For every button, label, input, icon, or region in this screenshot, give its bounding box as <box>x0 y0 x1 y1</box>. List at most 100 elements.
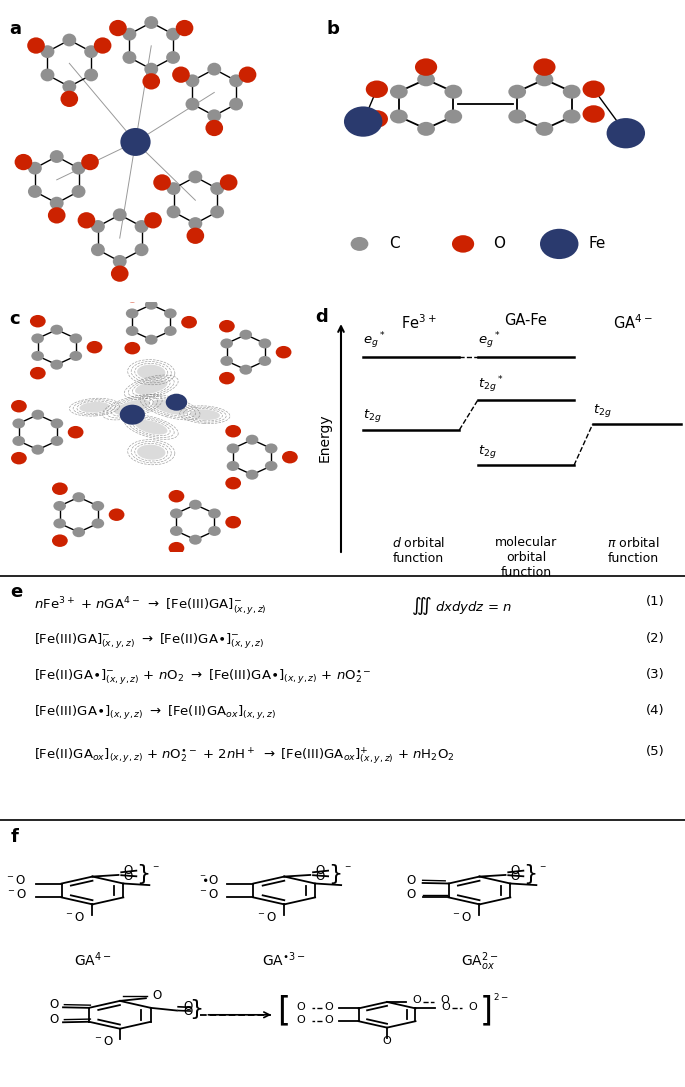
Circle shape <box>92 501 104 511</box>
Text: $^-$O: $^-$O <box>256 911 277 924</box>
Circle shape <box>113 209 127 221</box>
Circle shape <box>170 509 183 518</box>
Circle shape <box>344 107 382 137</box>
Circle shape <box>73 492 85 502</box>
Circle shape <box>188 171 202 184</box>
Text: e: e <box>10 584 23 601</box>
Circle shape <box>72 185 86 198</box>
Text: O: O <box>510 870 520 883</box>
Circle shape <box>62 34 76 47</box>
Text: GA$^{4-}$: GA$^{4-}$ <box>614 313 653 332</box>
Text: $^{2-}$: $^{2-}$ <box>493 994 509 1007</box>
Circle shape <box>169 490 184 502</box>
Circle shape <box>258 338 271 349</box>
Circle shape <box>28 162 42 175</box>
Text: $t_{2g}$$^*$: $t_{2g}$$^*$ <box>478 374 503 395</box>
Circle shape <box>27 37 45 53</box>
Text: [Fe(III)GA]$_{(x,y,z)}^{-}$ $\rightarrow$ [Fe(II)GA$\bullet$]$_{(x,y,z)}^{-}$: [Fe(III)GA]$_{(x,y,z)}^{-}$ $\rightarrow… <box>34 632 264 651</box>
Circle shape <box>11 400 27 412</box>
Text: $e_g$$^*$: $e_g$$^*$ <box>478 330 501 351</box>
Text: f: f <box>10 827 18 846</box>
Circle shape <box>227 461 239 471</box>
Circle shape <box>94 37 112 53</box>
Text: (1): (1) <box>646 596 664 609</box>
Circle shape <box>69 334 82 343</box>
Circle shape <box>275 346 292 359</box>
Circle shape <box>52 535 68 547</box>
Ellipse shape <box>135 379 167 395</box>
Circle shape <box>390 110 408 124</box>
Text: a: a <box>10 20 21 38</box>
Text: C: C <box>389 237 400 251</box>
Text: $^-$O: $^-$O <box>198 888 219 901</box>
Circle shape <box>73 527 85 537</box>
Circle shape <box>145 335 158 345</box>
Circle shape <box>188 217 202 230</box>
Circle shape <box>189 500 201 510</box>
Circle shape <box>417 122 435 136</box>
Circle shape <box>120 404 145 425</box>
Circle shape <box>508 85 526 99</box>
Text: [: [ <box>277 995 290 1027</box>
Circle shape <box>265 443 277 453</box>
Text: O: O <box>440 996 449 1005</box>
Circle shape <box>109 509 125 521</box>
Circle shape <box>77 212 95 228</box>
Text: $^-$O: $^-$O <box>64 911 86 924</box>
Circle shape <box>186 74 199 87</box>
Circle shape <box>62 80 76 93</box>
Circle shape <box>32 334 44 343</box>
Text: $\iiint$ $dxdydz$ = $n$: $\iiint$ $dxdydz$ = $n$ <box>411 596 512 617</box>
Circle shape <box>69 351 82 361</box>
Text: }: } <box>136 863 150 884</box>
Text: ]: ] <box>479 995 493 1027</box>
Circle shape <box>12 436 25 446</box>
Circle shape <box>123 28 136 40</box>
Circle shape <box>172 66 190 83</box>
Circle shape <box>135 243 149 257</box>
Circle shape <box>91 220 105 233</box>
Circle shape <box>166 183 180 195</box>
Text: molecular
orbital
function: molecular orbital function <box>495 536 557 579</box>
Circle shape <box>52 483 68 495</box>
Circle shape <box>164 326 177 336</box>
Circle shape <box>208 526 221 536</box>
Circle shape <box>125 342 140 354</box>
Ellipse shape <box>137 364 165 379</box>
Text: $^-$: $^-$ <box>342 864 352 875</box>
Text: $t_{2g}$: $t_{2g}$ <box>593 402 611 420</box>
Circle shape <box>166 51 180 64</box>
Circle shape <box>206 120 223 136</box>
Circle shape <box>121 128 151 155</box>
Ellipse shape <box>114 400 150 415</box>
Text: O: O <box>324 1014 333 1025</box>
Text: $t_{2g}$: $t_{2g}$ <box>363 408 382 425</box>
Text: (2): (2) <box>646 632 664 645</box>
Text: O: O <box>184 1000 193 1013</box>
Text: O: O <box>324 1002 333 1012</box>
Circle shape <box>445 85 462 99</box>
Text: }: } <box>328 863 342 884</box>
Text: O: O <box>383 1036 391 1046</box>
Circle shape <box>186 98 199 111</box>
Circle shape <box>210 205 224 218</box>
Circle shape <box>30 367 46 379</box>
Text: $^-$O: $^-$O <box>451 911 473 924</box>
Circle shape <box>351 237 369 251</box>
Circle shape <box>32 410 44 420</box>
Circle shape <box>536 73 553 86</box>
Circle shape <box>40 46 54 58</box>
Text: $d$ orbital
function: $d$ orbital function <box>393 536 445 565</box>
Circle shape <box>240 365 252 375</box>
Circle shape <box>92 518 104 528</box>
Circle shape <box>227 443 239 453</box>
Circle shape <box>126 309 138 318</box>
Circle shape <box>153 174 171 190</box>
Circle shape <box>445 110 462 124</box>
Text: Energy: Energy <box>317 414 332 462</box>
Circle shape <box>72 162 86 175</box>
Text: $n$Fe$^{3+}$ + $n$GA$^{4-}$ $\rightarrow$ [Fe(III)GA]$_{(x,y,z)}^{-}$: $n$Fe$^{3+}$ + $n$GA$^{4-}$ $\rightarrow… <box>34 596 267 617</box>
Text: O: O <box>469 1002 477 1012</box>
Circle shape <box>145 16 158 29</box>
Text: $\pi$ orbital
function: $\pi$ orbital function <box>607 536 660 565</box>
